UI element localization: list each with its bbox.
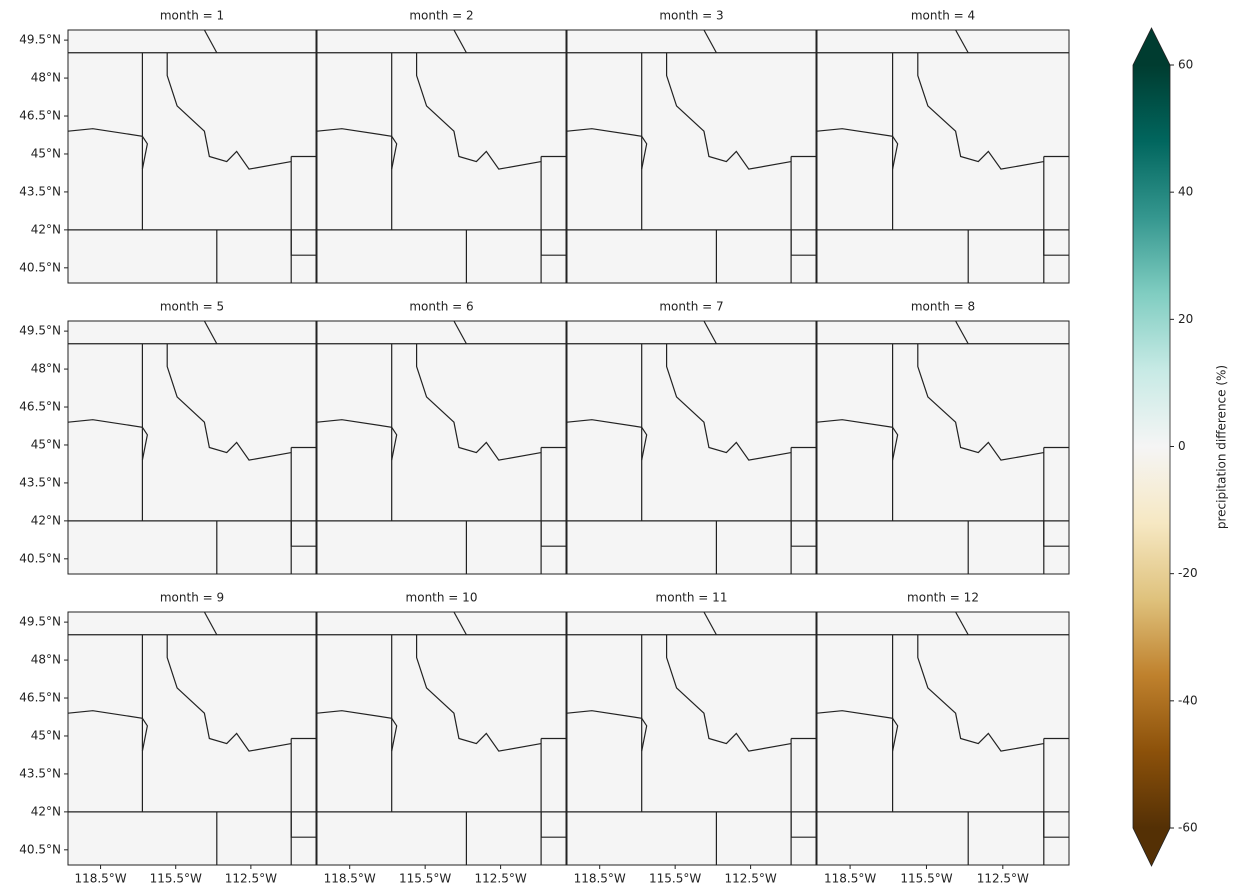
x-tick-label: 112.5°W — [474, 872, 526, 886]
map-panel — [317, 321, 566, 574]
x-tick-label: 115.5°W — [649, 872, 701, 886]
x-tick-label: 112.5°W — [724, 872, 776, 886]
map-panel — [68, 30, 316, 283]
colorbar-tick-label: -60 — [1178, 821, 1198, 835]
y-tick-label: 46.5°N — [19, 691, 61, 705]
map-panel — [317, 30, 566, 283]
colorbar-tick-label: -40 — [1178, 693, 1198, 707]
y-tick-label: 42°N — [31, 804, 61, 818]
y-tick-label: 43.5°N — [19, 184, 61, 198]
x-tick-label: 115.5°W — [150, 872, 202, 886]
map-panel — [817, 321, 1069, 574]
panel-title: month = 5 — [160, 300, 224, 314]
map-panel — [817, 612, 1069, 865]
panel-title: month = 9 — [160, 591, 224, 605]
y-tick-label: 40.5°N — [19, 260, 61, 274]
y-tick-label: 48°N — [31, 71, 61, 85]
x-tick-label: 118.5°W — [74, 872, 126, 886]
y-tick-label: 43.5°N — [19, 475, 61, 489]
x-tick-label: 118.5°W — [324, 872, 376, 886]
y-tick-label: 49.5°N — [19, 33, 61, 47]
x-tick-label: 115.5°W — [399, 872, 451, 886]
colorbar-tick-label: 20 — [1178, 312, 1193, 326]
y-tick-label: 45°N — [31, 728, 61, 742]
colorbar-extend-min — [1133, 828, 1170, 866]
colorbar — [1133, 65, 1170, 828]
map-panel — [567, 612, 816, 865]
y-tick-label: 46.5°N — [19, 109, 61, 123]
colorbar-tick-label: 40 — [1178, 185, 1193, 199]
y-tick-label: 42°N — [31, 222, 61, 236]
colorbar-extend-max — [1133, 28, 1170, 65]
y-tick-label: 49.5°N — [19, 324, 61, 338]
map-panel — [68, 612, 316, 865]
y-tick-label: 48°N — [31, 653, 61, 667]
y-tick-label: 45°N — [31, 146, 61, 160]
map-panel — [567, 30, 816, 283]
panel-title: month = 6 — [409, 300, 473, 314]
colorbar-tick-label: 0 — [1178, 439, 1186, 453]
x-tick-label: 115.5°W — [900, 872, 952, 886]
colorbar-label: precipitation difference (%) — [1215, 365, 1229, 529]
map-panel — [317, 612, 566, 865]
y-tick-label: 42°N — [31, 513, 61, 527]
x-tick-label: 112.5°W — [977, 872, 1029, 886]
panel-title: month = 11 — [656, 591, 728, 605]
y-tick-label: 46.5°N — [19, 400, 61, 414]
y-tick-label: 40.5°N — [19, 842, 61, 856]
y-tick-label: 40.5°N — [19, 551, 61, 565]
map-panel — [68, 321, 316, 574]
panel-title: month = 7 — [659, 300, 723, 314]
panel-title: month = 12 — [907, 591, 979, 605]
map-panel — [567, 321, 816, 574]
map-panel — [817, 30, 1069, 283]
panel-title: month = 1 — [160, 9, 224, 23]
panel-title: month = 10 — [406, 591, 478, 605]
x-tick-label: 118.5°W — [824, 872, 876, 886]
x-tick-label: 112.5°W — [225, 872, 277, 886]
y-tick-label: 43.5°N — [19, 766, 61, 780]
y-tick-label: 45°N — [31, 437, 61, 451]
panel-title: month = 3 — [659, 9, 723, 23]
y-tick-label: 48°N — [31, 362, 61, 376]
chart: precipitation difference (%) month = 1 49… — [0, 0, 1238, 888]
y-tick-label: 49.5°N — [19, 615, 61, 629]
colorbar-tick-label: 60 — [1178, 58, 1193, 72]
panel-title: month = 4 — [911, 9, 975, 23]
x-tick-label: 118.5°W — [574, 872, 626, 886]
panel-title: month = 2 — [409, 9, 473, 23]
colorbar-tick-label: -20 — [1178, 566, 1198, 580]
panel-title: month = 8 — [911, 300, 975, 314]
